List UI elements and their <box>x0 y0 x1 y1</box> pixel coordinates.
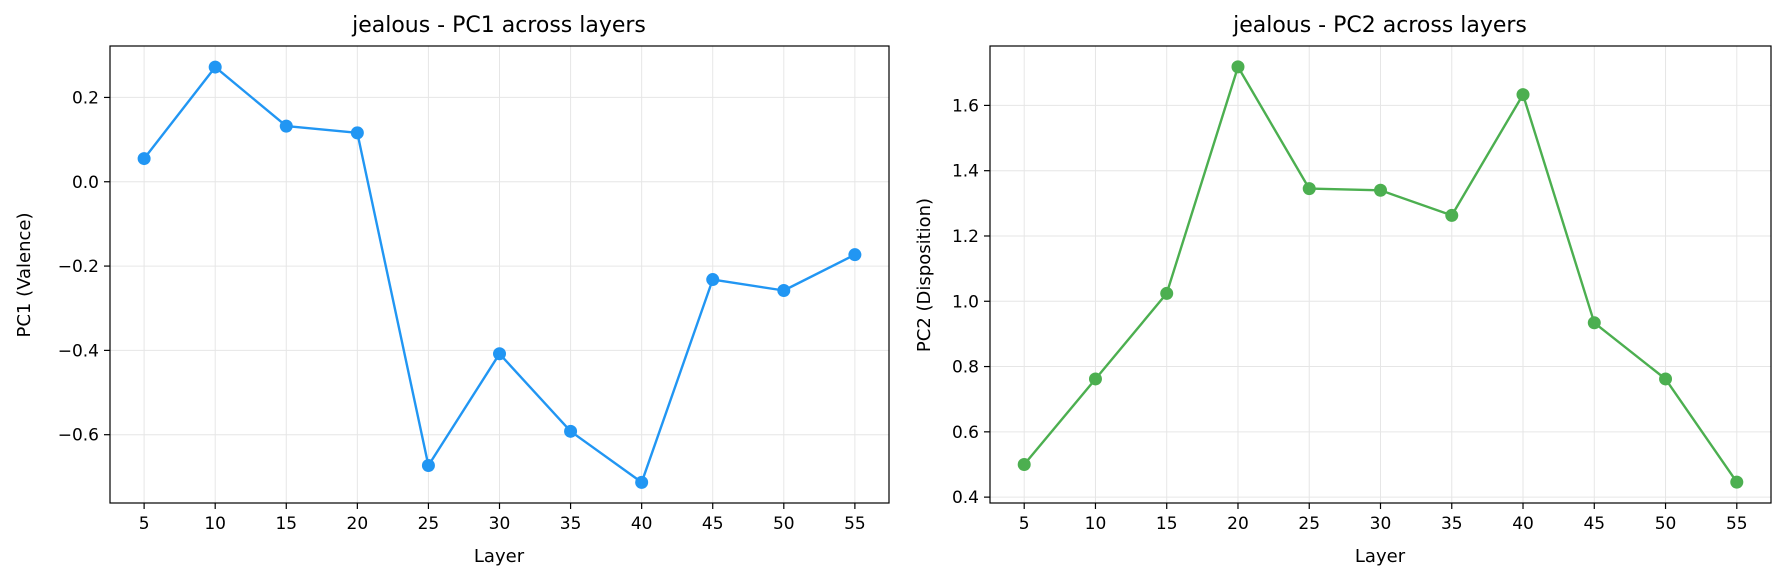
x-tick-label: 55 <box>1726 514 1748 534</box>
plot-frame <box>989 45 1772 504</box>
x-tick-label: 40 <box>1512 514 1534 534</box>
x-tick-label: 25 <box>1298 514 1320 534</box>
x-tick-label: 50 <box>1655 514 1677 534</box>
data-point <box>421 458 435 472</box>
data-point <box>1088 372 1102 386</box>
x-axis-label: Layer <box>1355 546 1406 567</box>
data-point <box>564 424 578 438</box>
data-point <box>635 475 649 489</box>
x-tick-label: 5 <box>1019 514 1030 534</box>
x-tick-label: 10 <box>204 514 226 534</box>
x-tick-label: 45 <box>1583 514 1605 534</box>
data-point <box>208 60 222 74</box>
x-tick-label: 15 <box>275 514 297 534</box>
x-tick-label: 10 <box>1085 514 1107 534</box>
y-tick-label: 0.0 <box>72 173 99 193</box>
y-axis-label: PC1 (Valence) <box>14 212 35 337</box>
y-tick-label: 1.2 <box>952 227 979 247</box>
x-tick-label: 30 <box>489 514 511 534</box>
data-point <box>1730 475 1744 489</box>
data-point <box>1374 183 1387 197</box>
y-tick-label: 0.8 <box>952 358 979 378</box>
y-tick-label: −0.4 <box>58 341 99 361</box>
data-point <box>350 126 364 140</box>
x-tick-label: 35 <box>1441 514 1463 534</box>
chart-title: jealous - PC2 across layers <box>1232 13 1527 38</box>
data-point <box>1445 208 1459 222</box>
x-tick-label: 35 <box>560 514 582 534</box>
chart-title: jealous - PC1 across layers <box>351 13 646 38</box>
grid <box>990 46 1771 503</box>
x-tick-label: 55 <box>844 514 866 534</box>
data-point <box>1160 286 1174 300</box>
data-point <box>279 119 293 133</box>
grid <box>110 46 889 503</box>
x-tick-label: 25 <box>418 514 440 534</box>
x-axis-label: Layer <box>474 546 525 567</box>
y-axis-label: PC2 (Disposition) <box>914 198 935 352</box>
y-tick-label: 1.4 <box>952 162 979 182</box>
x-tick-label: 30 <box>1370 514 1392 534</box>
plot-frame <box>109 45 890 504</box>
y-tick-label: 0.2 <box>72 88 99 108</box>
data-point <box>848 248 862 262</box>
y-tick-label: −0.6 <box>58 426 99 446</box>
y-tick-label: 0.4 <box>952 488 979 508</box>
data-point <box>777 284 791 298</box>
y-tick-label: −0.2 <box>58 257 99 277</box>
x-tick-label: 20 <box>347 514 369 534</box>
x-tick-label: 15 <box>1156 514 1178 534</box>
x-tick-label: 45 <box>702 514 724 534</box>
x-tick-label: 5 <box>139 514 150 534</box>
data-point <box>493 347 506 361</box>
data-point <box>1659 372 1673 386</box>
data-point <box>1231 60 1245 74</box>
y-tick-label: 0.6 <box>952 423 979 443</box>
chart-pc2: jealous - PC2 across layers Layer PC2 (D… <box>914 13 1772 567</box>
data-point <box>706 273 720 287</box>
x-tick-label: 40 <box>631 514 653 534</box>
data-point <box>1302 182 1316 196</box>
chart-pc1: jealous - PC1 across layers Layer PC1 (V… <box>14 13 890 567</box>
y-tick-label: 1.0 <box>952 292 979 312</box>
data-point <box>1587 316 1601 330</box>
data-point <box>1017 457 1031 471</box>
x-tick-label: 50 <box>773 514 795 534</box>
y-tick-label: 1.6 <box>952 96 979 116</box>
x-tick-label: 20 <box>1227 514 1249 534</box>
data-point <box>1516 88 1530 102</box>
data-point <box>137 152 151 166</box>
